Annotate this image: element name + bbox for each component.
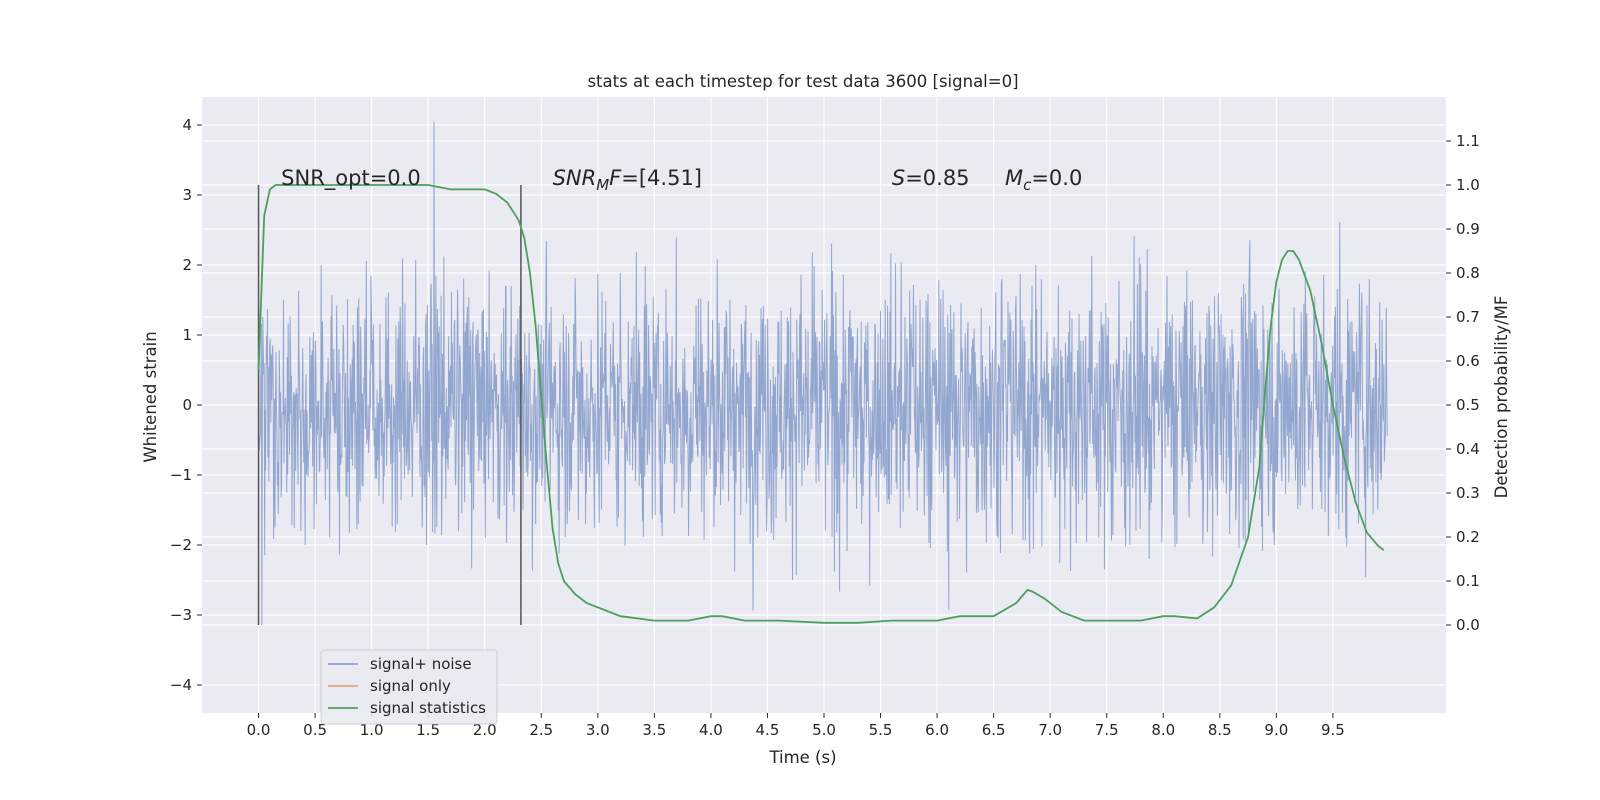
x-axis-label: Time (s) (768, 748, 836, 767)
y-left-tick-label: −4 (170, 676, 192, 694)
noise-trace (258, 121, 1388, 626)
x-tick-label: 1.5 (416, 721, 440, 739)
y-right-tick-label: 1.0 (1456, 176, 1480, 194)
y-left-tick-label: 1 (182, 326, 192, 344)
y-left-tick-label: −1 (170, 466, 192, 484)
x-tick-label: 0.5 (303, 721, 327, 739)
y-right-tick-label: 0.2 (1456, 528, 1480, 546)
y-right-tick-label: 1.1 (1456, 132, 1480, 150)
y-right-tick-label: 0.4 (1456, 440, 1480, 458)
annotation-text: SNRMF=[4.51] (553, 166, 702, 194)
y-axis-left-ticks: −4 −3 −2 −1 0 1 2 3 4 (170, 116, 202, 694)
y-axis-right-label: Detection probability/MF (1492, 296, 1511, 499)
legend: signal+ noise signal only signal statist… (320, 649, 498, 725)
y-axis-left-label: Whitened strain (141, 331, 160, 462)
x-tick-label: 9.0 (1264, 721, 1288, 739)
x-tick-label: 4.5 (756, 721, 780, 739)
chart-title: stats at each timestep for test data 360… (587, 72, 1018, 91)
x-tick-label: 5.0 (812, 721, 836, 739)
legend-label-signal-noise: signal+ noise (370, 655, 472, 673)
legend-label-signal-statistics: signal statistics (370, 699, 486, 717)
legend-box (320, 649, 498, 725)
y-right-tick-label: 0.5 (1456, 396, 1480, 414)
x-tick-label: 7.0 (1038, 721, 1062, 739)
x-tick-label: 4.0 (699, 721, 723, 739)
y-right-tick-label: 0.8 (1456, 264, 1480, 282)
series-signal-noise (258, 121, 1388, 626)
x-tick-label: 8.5 (1208, 721, 1232, 739)
x-tick-label: 1.0 (360, 721, 384, 739)
y-left-tick-label: 4 (182, 116, 192, 134)
annotation-text: S=0.85 (892, 166, 970, 190)
y-right-tick-label: 0.7 (1456, 308, 1480, 326)
x-tick-label: 9.5 (1321, 721, 1345, 739)
y-right-tick-label: 0.1 (1456, 572, 1480, 590)
x-tick-label: 2.5 (529, 721, 553, 739)
annotations: SNR_opt=0.0 SNRMF=[4.51] S=0.85 Mc=0.0 (281, 166, 1082, 194)
y-axis-right-ticks: 0.0 0.1 0.2 0.3 0.4 0.5 0.6 0.7 0.8 0.9 1.0 1.1 (1446, 132, 1480, 634)
y-right-tick-label: 0.0 (1456, 616, 1480, 634)
y-left-tick-label: −2 (170, 536, 192, 554)
y-left-tick-label: 0 (182, 396, 192, 414)
series-signal-statistics (257, 184, 1385, 624)
x-axis-ticks: 0.0 0.5 1.0 1.5 2.0 2.5 3.0 3.5 4.0 4.5 5.0 5.5 6.0 6… (247, 713, 1345, 739)
x-tick-label: 0.0 (247, 721, 271, 739)
x-tick-label: 7.5 (1095, 721, 1119, 739)
x-tick-label: 5.5 (869, 721, 893, 739)
y-right-tick-label: 0.9 (1456, 220, 1480, 238)
x-tick-label: 3.5 (642, 721, 666, 739)
x-tick-label: 6.5 (982, 721, 1006, 739)
marker-lines (257, 185, 522, 625)
y-left-tick-label: 2 (182, 256, 192, 274)
legend-label-signal-only: signal only (370, 677, 451, 695)
x-tick-label: 2.0 (473, 721, 497, 739)
x-tick-label: 6.0 (925, 721, 949, 739)
annotation-text: Mc=0.0 (1005, 166, 1082, 194)
y-right-tick-label: 0.3 (1456, 484, 1480, 502)
x-tick-label: 8.0 (1151, 721, 1175, 739)
annotation-text: SNR_opt=0.0 (281, 166, 421, 191)
y-left-tick-label: −3 (170, 606, 192, 624)
y-right-tick-label: 0.6 (1456, 352, 1480, 370)
x-tick-label: 3.0 (586, 721, 610, 739)
y-left-tick-label: 3 (182, 186, 192, 204)
